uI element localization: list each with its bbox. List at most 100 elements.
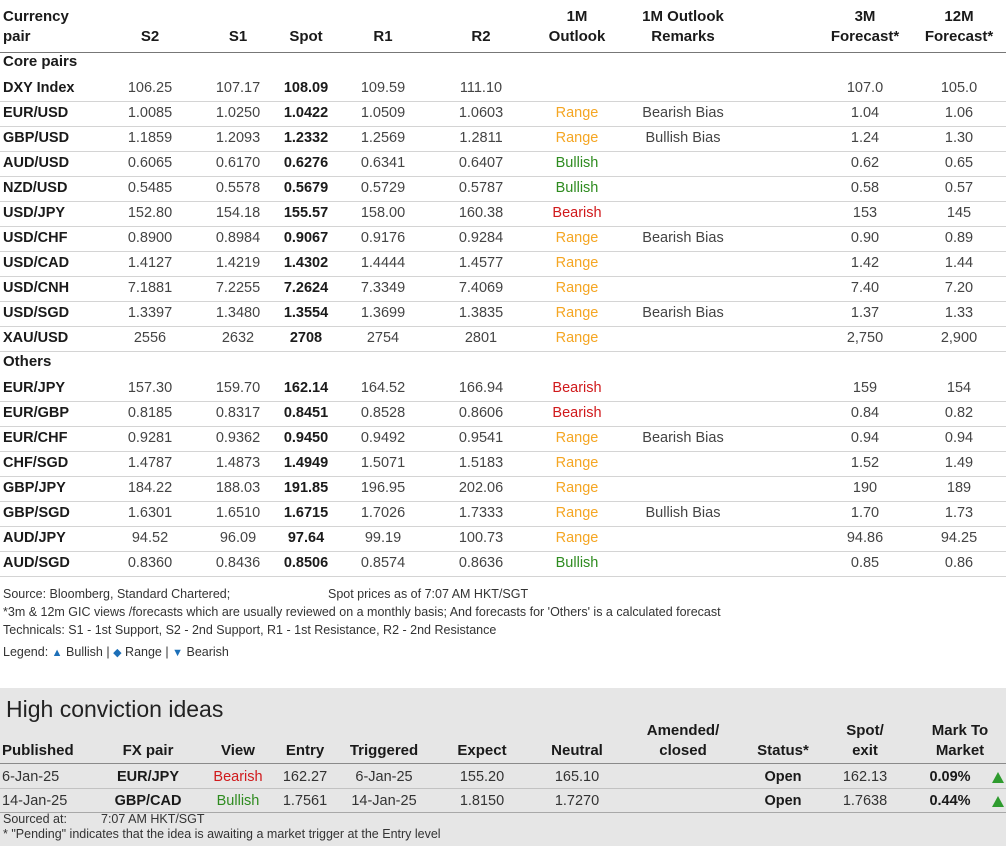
cell-s2: 7.1881 bbox=[127, 280, 173, 296]
table-row: GBP/USD 1.1859 1.2093 1.2332 1.2569 1.2811 Ran… bbox=[0, 126, 1006, 152]
technicals-note: Technicals: S1 - 1st Support, S2 - 2nd S… bbox=[3, 623, 497, 637]
cell-r2: 166.94 bbox=[458, 380, 504, 396]
cell-s1: 0.5578 bbox=[215, 180, 261, 196]
cell-f3m: 1.42 bbox=[850, 255, 880, 271]
cell-spot: 162.14 bbox=[283, 380, 329, 396]
cell-s1: 107.17 bbox=[215, 80, 261, 96]
cell-r1: 1.2569 bbox=[360, 130, 406, 146]
cell-r2: 1.4577 bbox=[458, 255, 504, 271]
cell-s2: 1.1859 bbox=[127, 130, 173, 146]
table-row: EUR/GBP 0.8185 0.8317 0.8451 0.8528 0.8606 Bea… bbox=[0, 401, 1006, 427]
cell-remark: Bearish Bias bbox=[642, 230, 724, 246]
spot-time-note: Spot prices as of 7:07 AM HKT/SGT bbox=[328, 587, 529, 601]
forecast-note: *3m & 12m GIC views /forecasts which are… bbox=[3, 605, 721, 619]
cell-pair: USD/CNH bbox=[3, 280, 70, 296]
cell-r1: 99.19 bbox=[364, 530, 402, 546]
table-row: CHF/SGD 1.4787 1.4873 1.4949 1.5071 1.5183 Ran… bbox=[0, 451, 1006, 477]
table-row: GBP/JPY 184.22 188.03 191.85 196.95 202.06 Ran… bbox=[0, 476, 1006, 502]
cell-f12m: 1.06 bbox=[944, 105, 974, 121]
hc-cell-pair: EUR/JPY bbox=[116, 769, 180, 785]
cell-spot: 2708 bbox=[289, 330, 323, 346]
cell-outlook: Range bbox=[555, 330, 599, 346]
cell-outlook: Range bbox=[555, 230, 599, 246]
cell-f3m: 159 bbox=[852, 380, 878, 396]
table-row: AUD/SGD 0.8360 0.8436 0.8506 0.8574 0.8636 Bul… bbox=[0, 551, 1006, 577]
cell-s1: 1.3480 bbox=[215, 305, 261, 321]
cell-f3m: 0.58 bbox=[850, 180, 880, 196]
header-spot: Spot bbox=[289, 28, 323, 45]
cell-s1: 1.0250 bbox=[215, 105, 261, 121]
cell-s2: 106.25 bbox=[127, 80, 173, 96]
cell-f3m: 0.90 bbox=[850, 230, 880, 246]
hc-header-pair: FX pair bbox=[122, 742, 174, 759]
cell-f3m: 94.86 bbox=[846, 530, 884, 546]
table-row: EUR/CHF 0.9281 0.9362 0.9450 0.9492 0.9541 Ran… bbox=[0, 426, 1006, 452]
cell-pair: GBP/SGD bbox=[3, 505, 70, 521]
cell-f12m: 2,900 bbox=[940, 330, 978, 346]
cell-r2: 0.9541 bbox=[458, 430, 504, 446]
cell-outlook: Range bbox=[555, 430, 599, 446]
header-currency-pair: Currency pair bbox=[3, 8, 69, 45]
table-row: EUR/JPY 157.30 159.70 162.14 164.52 166.94 Bea… bbox=[0, 376, 1006, 402]
hc-cell-entry: 162.27 bbox=[282, 769, 328, 785]
cell-f12m: 0.89 bbox=[944, 230, 974, 246]
cell-r2: 100.73 bbox=[458, 530, 504, 546]
hc-cell-neutral: 1.7270 bbox=[554, 793, 600, 809]
cell-outlook: Bullish bbox=[555, 155, 599, 171]
cell-f3m: 1.37 bbox=[850, 305, 880, 321]
cell-s2: 2556 bbox=[133, 330, 167, 346]
cell-spot: 1.4949 bbox=[283, 455, 329, 471]
legend-label: Legend: bbox=[3, 645, 49, 659]
cell-r2: 1.0603 bbox=[458, 105, 504, 121]
cell-s1: 1.4219 bbox=[215, 255, 261, 271]
cell-f3m: 153 bbox=[852, 205, 878, 221]
cell-outlook: Bullish bbox=[555, 555, 599, 571]
cell-r2: 202.06 bbox=[458, 480, 504, 496]
header-remarks: 1M Outlook Remarks bbox=[642, 8, 724, 45]
cell-r1: 1.5071 bbox=[360, 455, 406, 471]
cell-s1: 0.9362 bbox=[215, 430, 261, 446]
hc-cell-mtm: 0.09% bbox=[929, 769, 971, 785]
cell-r1: 0.9176 bbox=[360, 230, 406, 246]
cell-r2: 1.7333 bbox=[458, 505, 504, 521]
cell-remark: Bullish Bias bbox=[645, 505, 721, 521]
hc-cell-view: Bullish bbox=[216, 793, 260, 809]
triangle-up-icon bbox=[992, 772, 1004, 783]
cell-pair: GBP/USD bbox=[3, 130, 70, 146]
cell-r1: 0.9492 bbox=[360, 430, 406, 446]
table-row: NZD/USD 0.5485 0.5578 0.5679 0.5729 0.5787 Bul… bbox=[0, 176, 1006, 202]
header-r2: R2 bbox=[471, 28, 491, 45]
cell-pair: USD/SGD bbox=[3, 305, 70, 321]
cell-f12m: 1.49 bbox=[944, 455, 974, 471]
cell-spot: 1.0422 bbox=[283, 105, 329, 121]
hc-cell-spot: 162.13 bbox=[842, 769, 888, 785]
cell-s2: 0.6065 bbox=[127, 155, 173, 171]
cell-s1: 0.6170 bbox=[215, 155, 261, 171]
cell-spot: 1.3554 bbox=[283, 305, 329, 321]
cell-spot: 97.64 bbox=[287, 530, 325, 546]
hc-cell-expect: 155.20 bbox=[459, 769, 505, 785]
cell-outlook: Range bbox=[555, 455, 599, 471]
header-12m-forecast: 12M Forecast* bbox=[924, 8, 994, 45]
cell-s2: 0.5485 bbox=[127, 180, 173, 196]
hc-header-published: Published bbox=[2, 742, 74, 759]
cell-r1: 0.5729 bbox=[360, 180, 406, 196]
sourced-at: Sourced at: 7:07 AM HKT/SGT bbox=[3, 812, 205, 827]
cell-f3m: 0.84 bbox=[850, 405, 880, 421]
triangle-up-icon bbox=[992, 796, 1004, 807]
cell-s2: 0.8185 bbox=[127, 405, 173, 421]
cell-s1: 188.03 bbox=[215, 480, 261, 496]
cell-f3m: 2,750 bbox=[846, 330, 884, 346]
legend-range: Range bbox=[125, 645, 162, 659]
cell-s2: 0.8360 bbox=[127, 555, 173, 571]
cell-f12m: 189 bbox=[946, 480, 972, 496]
cell-f12m: 0.82 bbox=[944, 405, 974, 421]
cell-outlook: Bearish bbox=[552, 405, 602, 421]
cell-r1: 158.00 bbox=[360, 205, 406, 221]
cell-s1: 1.6510 bbox=[215, 505, 261, 521]
hc-header-view: View bbox=[221, 742, 255, 759]
legend: Legend: ▲ Bullish | ◆ Range | ▼ Bearish bbox=[3, 643, 1003, 662]
cell-spot: 108.09 bbox=[283, 80, 329, 96]
cell-remark: Bearish Bias bbox=[642, 305, 724, 321]
cell-r1: 196.95 bbox=[360, 480, 406, 496]
